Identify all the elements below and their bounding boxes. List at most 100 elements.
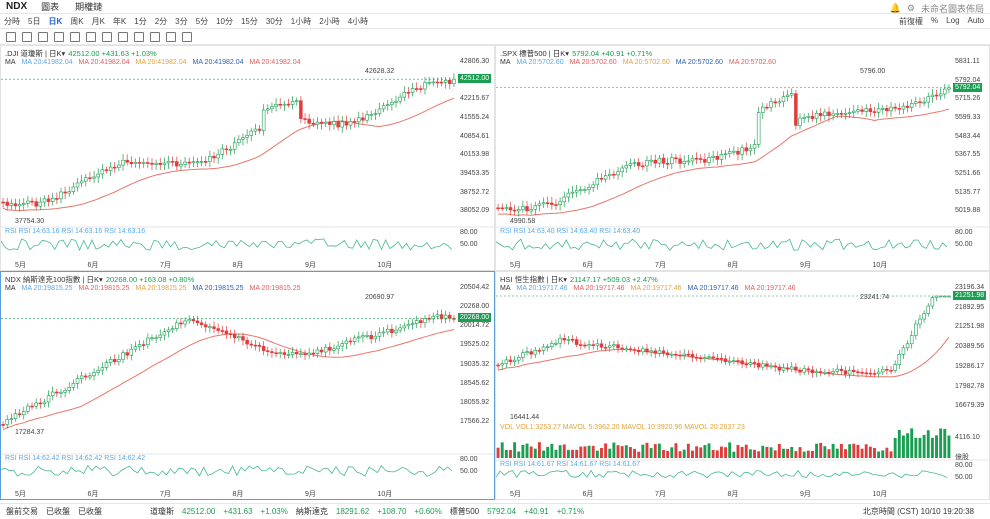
candle-body bbox=[179, 164, 183, 167]
candle-body bbox=[583, 344, 587, 347]
x-axis-label: 10月 bbox=[377, 262, 393, 269]
candles-svg[interactable] bbox=[496, 272, 990, 500]
candle-body bbox=[827, 372, 831, 374]
candle-body bbox=[245, 339, 249, 345]
measure-icon[interactable] bbox=[86, 32, 96, 42]
candle-body bbox=[508, 359, 513, 362]
interval-3[interactable]: 周K bbox=[70, 16, 84, 26]
quote-dji-name[interactable]: 道瓊斯 bbox=[150, 507, 174, 516]
interval-11[interactable]: 15分 bbox=[240, 16, 258, 26]
y-axis-label: 5251.66 bbox=[955, 170, 981, 177]
magnet-icon[interactable] bbox=[118, 32, 128, 42]
delete-icon[interactable] bbox=[166, 32, 176, 42]
candles-svg[interactable] bbox=[1, 46, 495, 271]
candle-body bbox=[897, 353, 902, 365]
volume-bar bbox=[901, 435, 905, 458]
volume-bar bbox=[719, 446, 723, 458]
interval-8[interactable]: 3分 bbox=[175, 16, 188, 26]
candle-body bbox=[137, 344, 142, 347]
interval-10[interactable]: 10分 bbox=[216, 16, 233, 26]
candle-body bbox=[30, 200, 34, 203]
candle-body bbox=[562, 338, 566, 341]
low-label: 17284.37 bbox=[15, 429, 45, 436]
candle-body bbox=[92, 176, 96, 179]
candle-body bbox=[26, 405, 30, 412]
panel-title[interactable]: HSI 恒生指數 | 日K▾ 21147.17 +509.03 +2.47% bbox=[500, 274, 658, 285]
panel-title[interactable]: NDX 納斯達克100指數 | 日K▾ 20268.00 +163.08 +0.8… bbox=[5, 274, 194, 285]
fib-icon[interactable] bbox=[38, 32, 48, 42]
candle-body bbox=[381, 331, 386, 334]
trendline-icon[interactable] bbox=[22, 32, 32, 42]
scale-option-3[interactable]: Auto bbox=[967, 16, 984, 25]
candle-body bbox=[620, 347, 624, 350]
crosshair-icon[interactable] bbox=[6, 32, 16, 42]
high-label: 20690.97 bbox=[365, 294, 395, 301]
candle-body bbox=[348, 340, 353, 343]
zoom-icon[interactable] bbox=[102, 32, 112, 42]
symbol-label[interactable]: NDX bbox=[6, 1, 28, 12]
interval-5[interactable]: 年K bbox=[112, 16, 127, 26]
interval-12[interactable]: 30分 bbox=[265, 16, 283, 26]
candle-body bbox=[199, 161, 204, 163]
y-axis-label: 20014.72 bbox=[460, 322, 490, 330]
candle-body bbox=[224, 148, 229, 151]
candle-body bbox=[785, 367, 790, 370]
candle-body bbox=[517, 357, 521, 361]
candle-body bbox=[241, 137, 245, 140]
candle-body bbox=[761, 106, 765, 113]
interval-13[interactable]: 1小時 bbox=[290, 16, 312, 26]
tab-chart[interactable]: 圖表 bbox=[41, 2, 60, 12]
panel-change: 5792.04 +40.91 +0.71% bbox=[572, 49, 653, 58]
quote-spx-name[interactable]: 標普500 bbox=[449, 507, 480, 516]
interval-0[interactable]: 分時 bbox=[4, 16, 20, 26]
lock-icon[interactable] bbox=[134, 32, 144, 42]
eye-icon[interactable] bbox=[150, 32, 160, 42]
quote-spx-value: 5792.04 bbox=[487, 507, 517, 516]
panel-title[interactable]: .DJI 道瓊斯 | 日K▾ 42512.00 +431.63 +1.03% bbox=[5, 48, 157, 59]
ma-legend-item: MA bbox=[500, 59, 511, 66]
scale-option-0[interactable]: 前復權 bbox=[899, 17, 924, 26]
brush-icon[interactable] bbox=[70, 32, 80, 42]
chart-panel-hsi[interactable]: HSI 恒生指數 | 日K▾ 21147.17 +509.03 +2.47% MA M… bbox=[495, 271, 990, 500]
interval-9[interactable]: 5分 bbox=[195, 16, 209, 26]
interval-4[interactable]: 月K bbox=[91, 16, 105, 26]
scale-option-1[interactable]: % bbox=[931, 16, 939, 25]
candle-body bbox=[133, 162, 138, 165]
interval-7[interactable]: 2分 bbox=[154, 16, 168, 26]
alert-icon[interactable]: 🔔 bbox=[889, 3, 901, 13]
interval-15[interactable]: 4小時 bbox=[347, 16, 369, 26]
volume-bar bbox=[628, 447, 632, 458]
settings-icon[interactable]: ⚙ bbox=[906, 3, 915, 13]
x-axis-label: 7月 bbox=[160, 491, 171, 498]
interval-14[interactable]: 2小時 bbox=[319, 16, 340, 26]
text-icon[interactable] bbox=[54, 32, 64, 42]
candle-body bbox=[595, 177, 600, 186]
candle-body bbox=[129, 348, 134, 356]
candles-svg[interactable] bbox=[496, 46, 990, 271]
interval-2[interactable]: 日K bbox=[48, 16, 63, 26]
tab-option-chain[interactable]: 期權鏈 bbox=[75, 2, 103, 12]
chart-panel-ndx[interactable]: NDX 納斯達克100指數 | 日K▾ 20268.00 +163.08 +0.8… bbox=[0, 271, 495, 500]
layout-name[interactable]: 未命名圖表佈局 bbox=[920, 4, 984, 14]
quote-nasdaq-name[interactable]: 納斯達克 bbox=[295, 507, 328, 516]
candle-body bbox=[63, 390, 67, 393]
interval-6[interactable]: 1分 bbox=[134, 16, 147, 26]
low-label: 37754.30 bbox=[15, 218, 45, 225]
interval-1[interactable]: 5日 bbox=[28, 16, 41, 26]
chart-panel-spx[interactable]: .SPX 標普500 | 日K▾ 5792.04 +40.91 +0.71% MA M… bbox=[495, 45, 990, 271]
scale-option-2[interactable]: Log bbox=[946, 16, 960, 25]
layout-icon[interactable] bbox=[182, 32, 192, 42]
candle-body bbox=[653, 159, 657, 164]
y-axis-label: 39453.35 bbox=[460, 170, 490, 177]
panel-title[interactable]: .SPX 標普500 | 日K▾ 5792.04 +40.91 +0.71% bbox=[500, 48, 652, 59]
chart-panel-dji[interactable]: .DJI 道瓊斯 | 日K▾ 42512.00 +431.63 +1.03% MA M… bbox=[0, 45, 495, 271]
candle-body bbox=[922, 101, 926, 104]
candle-body bbox=[587, 344, 591, 347]
candles-svg[interactable] bbox=[1, 272, 495, 500]
candle-body bbox=[146, 337, 150, 346]
candle-body bbox=[92, 372, 96, 377]
candle-body bbox=[344, 340, 349, 344]
candle-body bbox=[756, 112, 761, 145]
candle-body bbox=[686, 160, 691, 163]
candle-body bbox=[541, 202, 546, 205]
